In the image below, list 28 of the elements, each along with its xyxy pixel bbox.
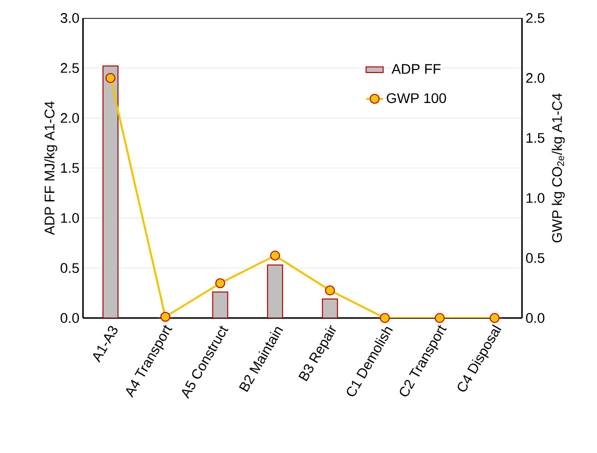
point xyxy=(434,313,445,323)
y-axis-title: ADP FF MJ/kg A1-C4 xyxy=(44,101,58,236)
y2-tick-label: 1.5 xyxy=(526,133,544,143)
point xyxy=(160,312,170,322)
point xyxy=(324,285,335,296)
y-tick-label: 1.5 xyxy=(61,163,79,173)
y-tick-label: 2.5 xyxy=(60,63,79,73)
point xyxy=(105,73,116,83)
point xyxy=(490,313,500,323)
point xyxy=(270,250,280,261)
y2-tick-label: 1.0 xyxy=(526,193,544,203)
bar xyxy=(267,264,284,318)
y-tick-label: 0.0 xyxy=(60,313,79,323)
y-tick-label: 0.5 xyxy=(60,263,79,273)
legend-label: GWP 100 xyxy=(386,93,446,104)
y2-tick-label: 2.0 xyxy=(526,73,544,83)
legend-label: ADP FF xyxy=(392,64,441,74)
y2-tick-label: 0.0 xyxy=(526,313,544,323)
y-tick-label: 3.0 xyxy=(60,13,79,23)
point xyxy=(380,313,390,323)
y2-tick-label: 2.5 xyxy=(526,13,544,23)
y2-axis-title: GWP kg CO$_{2e}$/kg A1-C4 xyxy=(552,93,565,242)
point xyxy=(215,278,226,288)
y2-tick-label: 0.5 xyxy=(526,253,544,263)
y-tick-label: 1.0 xyxy=(61,213,79,223)
y-tick-label: 2.0 xyxy=(60,113,79,123)
bar xyxy=(212,292,228,318)
bar xyxy=(102,66,118,318)
